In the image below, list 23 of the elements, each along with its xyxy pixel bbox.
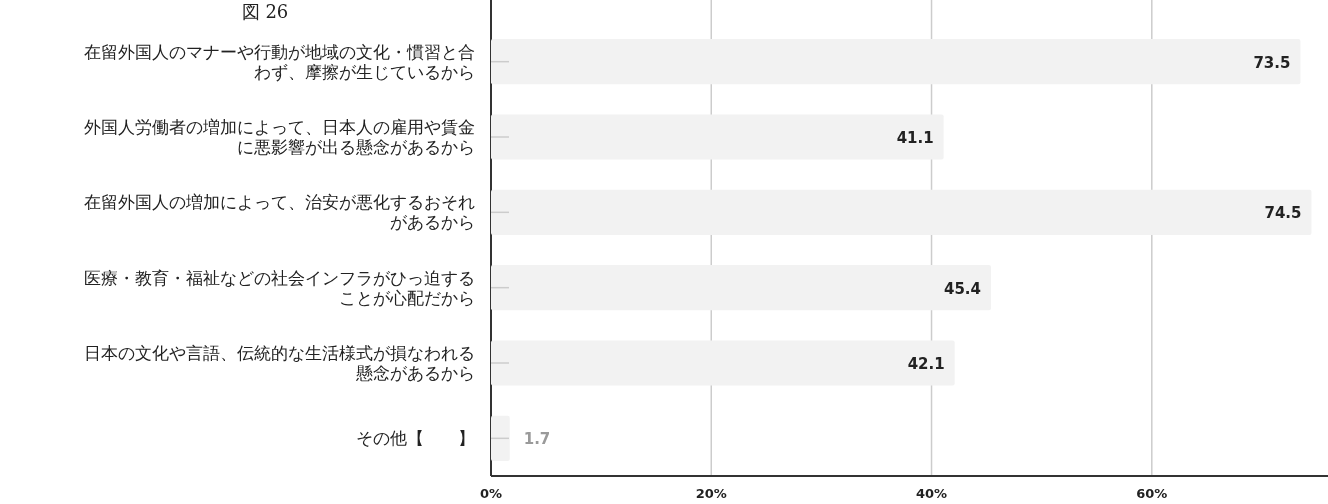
bar [491,340,955,386]
y-tick-label: 医療・教育・福祉などの社会インフラがひっ迫することが心配だから [84,267,475,308]
text: 図 26 [241,1,289,22]
y-tick-label: 在留外国人の増加によって、治安が悪化するおそれがあるから [84,192,475,233]
bar [491,265,991,311]
x-tick-label: 0% [479,486,503,501]
x-tick-label: 20% [695,486,727,501]
y-tick-label: 外国人労働者の増加によって、日本人の雇用や賃金に悪影響が出る懸念があるから [84,117,475,157]
data-label: 45.4 [943,279,981,298]
data-label: 73.5 [1253,53,1291,72]
x-tick-label: 40% [915,486,948,501]
data-label: 74.5 [1264,204,1302,223]
bar [491,415,510,461]
data-label: 41.1 [896,129,934,147]
y-tick-label: その他【 】 [356,428,475,449]
data-label: 1.7 [523,430,551,449]
data-label: 42.1 [907,355,945,373]
y-tick-label: 日本の文化や言語、伝統的な生活様式が損なわれる懸念があるから [84,343,475,383]
bar [491,39,1301,85]
y-tick-label: 在留外国人のマナーや行動が地域の文化・慣習と合わず、摩擦が生じているから [84,41,475,82]
x-tick-label: 60% [1136,486,1168,501]
bar [491,189,1312,235]
bar [491,114,944,160]
